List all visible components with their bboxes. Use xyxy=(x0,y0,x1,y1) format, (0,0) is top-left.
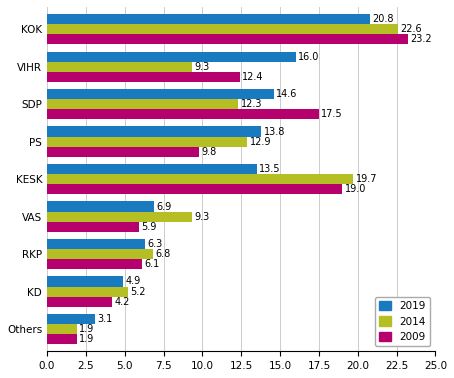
Bar xyxy=(47,136,247,147)
Bar xyxy=(47,174,353,184)
Text: 9.3: 9.3 xyxy=(194,62,209,72)
Bar xyxy=(47,314,95,324)
Text: 1.9: 1.9 xyxy=(79,334,94,344)
Bar xyxy=(47,109,319,119)
Text: 6.1: 6.1 xyxy=(144,259,159,269)
Text: 5.2: 5.2 xyxy=(130,287,146,297)
Text: 22.6: 22.6 xyxy=(400,24,422,34)
Text: 6.9: 6.9 xyxy=(157,201,172,212)
Text: 17.5: 17.5 xyxy=(321,109,343,119)
Bar xyxy=(47,72,240,82)
Text: 6.3: 6.3 xyxy=(147,239,163,249)
Bar xyxy=(47,127,262,136)
Bar xyxy=(47,239,145,249)
Bar xyxy=(47,249,153,259)
Text: 5.9: 5.9 xyxy=(141,222,157,232)
Bar xyxy=(47,212,192,222)
Text: 4.2: 4.2 xyxy=(115,297,130,307)
Text: 9.3: 9.3 xyxy=(194,212,209,222)
Text: 13.5: 13.5 xyxy=(259,164,281,174)
Legend: 2019, 2014, 2009: 2019, 2014, 2009 xyxy=(375,297,430,346)
Text: 23.2: 23.2 xyxy=(410,34,431,44)
Text: 4.9: 4.9 xyxy=(125,276,141,287)
Text: 12.4: 12.4 xyxy=(242,72,264,82)
Bar xyxy=(47,334,77,344)
Bar xyxy=(47,89,274,99)
Bar xyxy=(47,62,192,72)
Text: 19.7: 19.7 xyxy=(355,174,377,184)
Text: 1.9: 1.9 xyxy=(79,324,94,334)
Bar xyxy=(47,276,123,287)
Text: 3.1: 3.1 xyxy=(98,314,113,324)
Bar xyxy=(47,222,139,232)
Text: 12.3: 12.3 xyxy=(241,99,262,109)
Bar xyxy=(47,287,128,297)
Bar xyxy=(47,147,199,157)
Text: 20.8: 20.8 xyxy=(373,14,394,24)
Bar xyxy=(47,24,398,34)
Text: 16.0: 16.0 xyxy=(298,51,319,62)
Text: 6.8: 6.8 xyxy=(155,249,170,259)
Text: 19.0: 19.0 xyxy=(345,184,366,194)
Bar xyxy=(47,51,296,62)
Text: 9.8: 9.8 xyxy=(202,147,217,157)
Bar xyxy=(47,259,142,269)
Bar xyxy=(47,297,112,307)
Text: 14.6: 14.6 xyxy=(276,89,298,99)
Text: 12.9: 12.9 xyxy=(250,137,271,147)
Bar xyxy=(47,184,342,194)
Bar xyxy=(47,34,408,44)
Bar xyxy=(47,324,77,334)
Bar xyxy=(47,14,370,24)
Bar xyxy=(47,99,238,109)
Text: 13.8: 13.8 xyxy=(264,127,285,136)
Bar xyxy=(47,201,154,212)
Bar xyxy=(47,164,257,174)
